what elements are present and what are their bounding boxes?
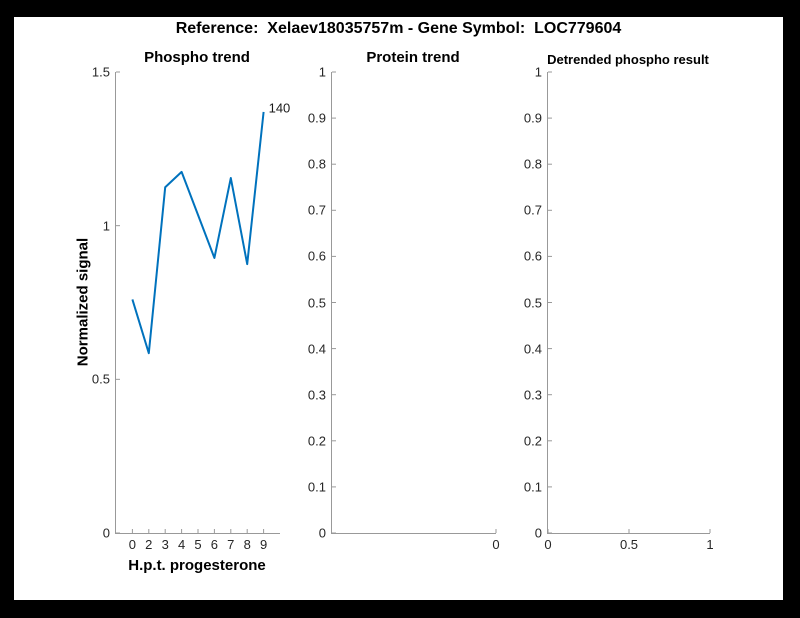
tick-label: 0.8: [523, 156, 542, 172]
plot-canvas: [332, 71, 497, 534]
tick-label: 6: [210, 537, 219, 552]
tick-label: 0.7: [307, 202, 326, 218]
tick-label: 1.5: [91, 64, 110, 80]
tick-label: 4: [177, 537, 186, 552]
tick-label: 3: [161, 537, 169, 552]
tick-label: 0.9: [523, 110, 542, 126]
tick-label: 0.1: [307, 479, 326, 495]
plot-canvas: [116, 71, 265, 534]
tick-label: 9: [259, 537, 268, 552]
tick-label: 0: [128, 537, 137, 552]
line-end-annotation: 140: [268, 100, 291, 116]
tick-label: 0.4: [307, 341, 326, 357]
tick-label: 0: [534, 525, 542, 541]
y-axis-label: Normalized signal: [74, 237, 92, 367]
phospho-trend-title: Phospho trend: [144, 49, 250, 66]
tick-label: 0.3: [523, 387, 542, 403]
plot-canvas: [547, 71, 711, 534]
tick-label: 0.2: [523, 433, 542, 449]
tick-label: 0.4: [523, 341, 542, 357]
tick-label: 0.3: [307, 387, 326, 403]
tick-label: 0: [544, 537, 552, 552]
tick-label: 0.7: [523, 202, 542, 218]
detrended-phospho-title: Detrended phospho result: [547, 52, 709, 67]
figure-title: Reference: Xelaev18035757m - Gene Symbol…: [175, 20, 622, 37]
tick-label: 0.5: [91, 371, 110, 387]
x-axis-label: H.p.t. progesterone: [128, 557, 266, 574]
tick-label: 0: [102, 525, 110, 541]
figure-canvas: Reference: Xelaev18035757m - Gene Symbol…: [14, 17, 783, 600]
tick-label: 0.5: [523, 295, 542, 310]
tick-label: 5: [194, 537, 202, 552]
tick-label: 0.6: [523, 248, 542, 264]
tick-label: 7: [227, 537, 235, 552]
phospho-trend-plot: 0 2 3 4 5 6 7 8 9 0 0.5 1 1.5 140: [92, 65, 290, 553]
tick-label: 2: [145, 537, 153, 552]
tick-label: 0.1: [523, 479, 542, 495]
tick-label: 0: [492, 537, 500, 552]
detrended-phospho-plot: 0 0.5 1 0 0.1 0.2 0.3 0.4 0.5 0.6 0.7 0.8 0.9 1: [524, 65, 714, 553]
tick-label: 0.2: [307, 433, 326, 449]
tick-label: 0: [318, 525, 326, 541]
tick-label: 0.9: [307, 110, 326, 126]
tick-label: 1: [102, 218, 110, 234]
tick-label: 0.8: [307, 156, 326, 172]
tick-label: 0.6: [307, 248, 326, 264]
protein-trend-plot: 0 0 0.1 0.2 0.3 0.4 0.5 0.6 0.7 0.8 0.9 1: [308, 65, 500, 553]
tick-label: 1: [706, 537, 714, 552]
tick-label: 1: [534, 64, 542, 80]
phospho-trend-line: [131, 111, 265, 355]
tick-label: 1: [318, 64, 326, 80]
tick-label: 0.5: [307, 295, 326, 310]
tick-label: 8: [243, 537, 251, 552]
protein-trend-title: Protein trend: [366, 49, 460, 66]
tick-label: 0.5: [619, 537, 639, 552]
